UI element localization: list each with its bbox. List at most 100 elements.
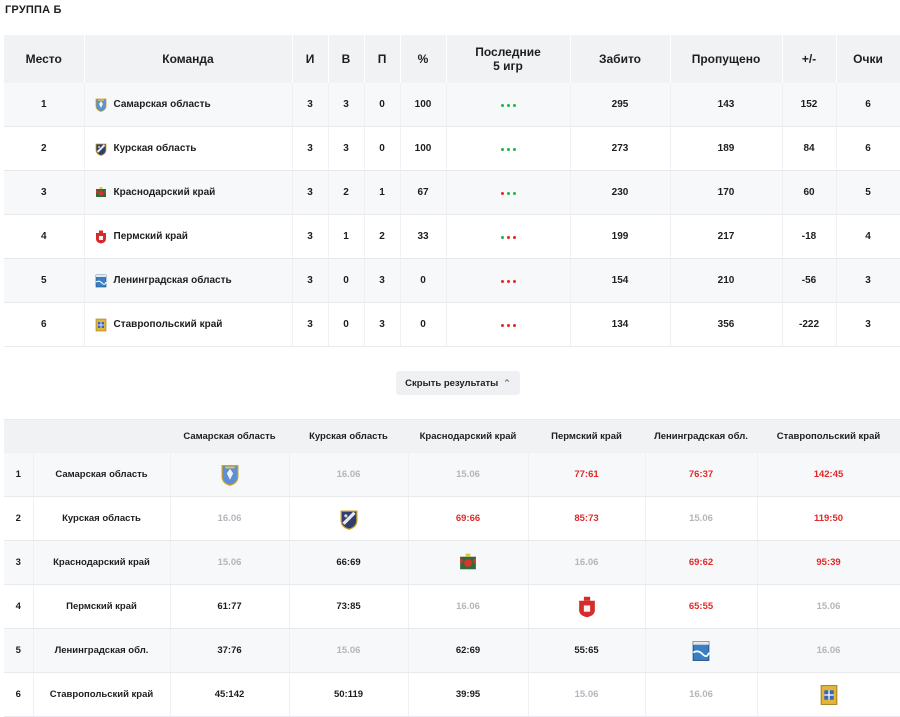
match-score-cell[interactable]: 39:95 xyxy=(408,672,529,717)
match-score-cell[interactable]: 45:142 xyxy=(170,672,290,717)
match-date-cell[interactable]: 15.06 xyxy=(645,496,758,541)
points-cell: 6 xyxy=(836,83,900,127)
match-score-cell[interactable]: 62:69 xyxy=(408,628,529,673)
perm-emblem-icon xyxy=(577,596,597,618)
team-link[interactable]: Ленинградская область xyxy=(95,274,292,288)
standings-row[interactable]: 3 Краснодарский край 3 2 1 67 230 170 60 5 xyxy=(4,170,900,215)
match-date-cell[interactable]: 15.06 xyxy=(289,628,409,673)
samara-emblem-icon xyxy=(220,464,240,486)
team-name: Самарская область xyxy=(113,99,211,110)
matrix-row-num: 6 xyxy=(4,672,34,717)
standings-row[interactable]: 6 Ставропольский край 3 0 3 0 134 356 -222 3 xyxy=(4,302,900,347)
standings-row[interactable]: 2 Курская область 3 3 0 100 273 189 84 6 xyxy=(4,126,900,171)
matrix-self-cell xyxy=(408,540,529,585)
hide-results-button[interactable]: Скрыть результаты ⌃ xyxy=(396,371,520,395)
win-dot-icon xyxy=(500,236,504,239)
standings-row[interactable]: 1 Самарская область 3 3 0 100 295 143 152 6 xyxy=(4,83,900,127)
match-score-cell[interactable]: 66:69 xyxy=(289,540,409,585)
points-cell: 3 xyxy=(836,258,900,303)
last-games-cell xyxy=(446,126,571,171)
match-date-cell[interactable]: 16.06 xyxy=(289,453,409,497)
games-cell: 3 xyxy=(292,170,329,215)
place-cell: 4 xyxy=(4,214,85,259)
points-cell: 4 xyxy=(836,214,900,259)
header-games: И xyxy=(292,35,329,83)
last-games-cell xyxy=(446,83,571,127)
match-date-cell[interactable]: 15.06 xyxy=(170,540,290,585)
match-score-cell[interactable]: 55:65 xyxy=(528,628,646,673)
conceded-cell: 217 xyxy=(670,214,783,259)
match-score-cell[interactable]: 142:45 xyxy=(757,453,900,497)
team-link[interactable]: Ставропольский край xyxy=(95,318,292,332)
loss-dot-icon xyxy=(500,280,504,283)
team-link[interactable]: Самарская область xyxy=(95,98,292,112)
standings-row[interactable]: 5 Ленинградская область 3 0 3 0 154 210 -56 3 xyxy=(4,258,900,303)
team-cell: Самарская область xyxy=(84,83,293,127)
pct-cell: 100 xyxy=(400,83,447,127)
match-score-cell[interactable]: 76:37 xyxy=(645,453,758,497)
chevron-up-icon: ⌃ xyxy=(503,377,511,388)
header-last-line1: Последние xyxy=(475,45,541,59)
match-date-cell[interactable]: 16.06 xyxy=(170,496,290,541)
standings-row[interactable]: 4 Пермский край 3 1 2 33 199 217 -18 4 xyxy=(4,214,900,259)
games-cell: 3 xyxy=(292,126,329,171)
match-date-cell[interactable]: 15.06 xyxy=(528,672,646,717)
match-score-cell[interactable]: 119:50 xyxy=(757,496,900,541)
match-score-cell[interactable]: 69:62 xyxy=(645,540,758,585)
team-link[interactable]: Курская область xyxy=(95,142,292,156)
match-score-cell[interactable]: 65:55 xyxy=(645,584,758,629)
diff-cell: 60 xyxy=(782,170,837,215)
matrix-row-team: Самарская область xyxy=(33,453,171,497)
pct-cell: 0 xyxy=(400,258,447,303)
scored-cell: 295 xyxy=(570,83,671,127)
results-toggle-area: Скрыть результаты ⌃ xyxy=(4,348,900,420)
matrix-row-team: Курская область xyxy=(33,496,171,541)
matrix-row: 2 Курская область 16.06 69:66 85:73 15.06 119:… xyxy=(4,496,900,541)
match-score-cell[interactable]: 85:73 xyxy=(528,496,646,541)
header-conceded: Пропущено xyxy=(670,35,783,83)
wins-cell: 1 xyxy=(328,214,365,259)
wins-cell: 3 xyxy=(328,126,365,171)
results-matrix-header-row: Самарская область Курская область Краснода… xyxy=(4,420,900,453)
match-score-cell[interactable]: 95:39 xyxy=(757,540,900,585)
wins-cell: 2 xyxy=(328,170,365,215)
match-score-cell[interactable]: 61:77 xyxy=(170,584,290,629)
match-score-cell[interactable]: 50:119 xyxy=(289,672,409,717)
losses-cell: 2 xyxy=(364,214,401,259)
points-cell: 6 xyxy=(836,126,900,171)
match-date-cell[interactable]: 16.06 xyxy=(645,672,758,717)
pct-cell: 0 xyxy=(400,302,447,347)
matrix-self-cell xyxy=(757,672,900,717)
team-cell: Пермский край xyxy=(84,214,293,259)
team-name: Ставропольский край xyxy=(113,319,223,330)
place-cell: 2 xyxy=(4,126,85,171)
match-score-cell[interactable]: 37:76 xyxy=(170,628,290,673)
games-cell: 3 xyxy=(292,302,329,347)
last-games-dots xyxy=(500,324,516,327)
win-dot-icon xyxy=(500,104,504,107)
matrix-header-num xyxy=(4,420,33,453)
pct-cell: 100 xyxy=(400,126,447,171)
match-score-cell[interactable]: 69:66 xyxy=(408,496,529,541)
match-date-cell[interactable]: 15.06 xyxy=(408,453,529,497)
stavropol-emblem-icon xyxy=(95,318,107,332)
match-date-cell[interactable]: 16.06 xyxy=(528,540,646,585)
header-points: Очки xyxy=(836,35,900,83)
team-link[interactable]: Пермский край xyxy=(95,230,292,244)
place-cell: 3 xyxy=(4,170,85,215)
match-score-cell[interactable]: 73:85 xyxy=(289,584,409,629)
wins-cell: 0 xyxy=(328,258,365,303)
scored-cell: 273 xyxy=(570,126,671,171)
stavropol-emblem-icon xyxy=(819,684,839,706)
match-date-cell[interactable]: 15.06 xyxy=(757,584,900,629)
team-link[interactable]: Краснодарский край xyxy=(95,186,292,200)
matrix-column-header: Ленинградская обл. xyxy=(645,420,757,453)
games-cell: 3 xyxy=(292,214,329,259)
win-dot-icon xyxy=(506,192,510,195)
match-date-cell[interactable]: 16.06 xyxy=(408,584,529,629)
match-date-cell[interactable]: 16.06 xyxy=(757,628,900,673)
standings-table: Место Команда И В П % Последние 5 игр Заб… xyxy=(4,35,900,347)
win-dot-icon xyxy=(500,148,504,151)
last-games-dots xyxy=(500,148,516,151)
match-score-cell[interactable]: 77:61 xyxy=(528,453,646,497)
